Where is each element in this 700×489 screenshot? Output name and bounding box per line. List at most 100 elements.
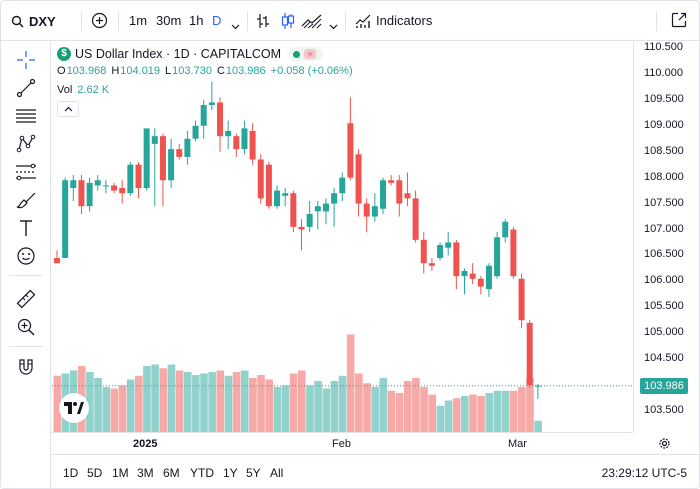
area-style-icon[interactable] xyxy=(301,12,323,35)
chevron-down-icon[interactable] xyxy=(329,17,338,35)
range-5y[interactable]: 5Y xyxy=(246,466,261,480)
horizontal-lines-icon[interactable] xyxy=(15,105,37,127)
volume-bar xyxy=(110,388,119,432)
brush-icon[interactable] xyxy=(15,189,37,211)
toolbar-divider xyxy=(247,11,248,31)
volume-value: 2.62 K xyxy=(77,84,110,96)
candle xyxy=(257,154,264,204)
price-axis[interactable]: 110.500 110.000 109.500 109.000 108.500 108.0… xyxy=(633,41,699,432)
price-tick: 109.500 xyxy=(644,92,684,105)
ohlc-low-value: 103.730 xyxy=(172,65,212,77)
candle xyxy=(282,188,289,207)
pattern-icon[interactable] xyxy=(15,133,37,155)
candle xyxy=(388,175,395,186)
range-1y[interactable]: 1Y xyxy=(223,466,238,480)
crosshair-icon[interactable] xyxy=(15,49,37,71)
range-5d[interactable]: 5D xyxy=(87,466,103,480)
magnet-icon[interactable] xyxy=(15,356,37,378)
candle-body xyxy=(420,239,427,264)
market-status-badge[interactable]: ≈ xyxy=(289,47,324,61)
range-1d[interactable]: 1D xyxy=(63,466,79,480)
candle-body xyxy=(428,263,435,266)
volume-bar xyxy=(200,373,208,432)
candle xyxy=(102,180,109,194)
candle-body xyxy=(62,180,69,259)
volume-bar xyxy=(224,375,233,432)
add-symbol-icon[interactable] xyxy=(91,12,108,34)
candle-body xyxy=(54,258,60,264)
candle-body xyxy=(135,164,142,189)
range-all[interactable]: All xyxy=(270,466,284,480)
candle-body xyxy=(151,136,158,144)
volume-bar xyxy=(322,388,331,432)
candle xyxy=(176,143,183,160)
candle-body xyxy=(102,185,109,187)
volume-bar xyxy=(403,381,412,432)
volume-bar xyxy=(493,390,502,432)
time-axis[interactable]: 2025 Feb Mar xyxy=(51,432,633,454)
volume-bar xyxy=(379,378,388,432)
text-icon[interactable] xyxy=(15,217,37,239)
price-tick: 106.500 xyxy=(644,248,684,261)
candle-body xyxy=(200,105,207,126)
ohlc-close-key: C xyxy=(216,65,225,77)
candle-body xyxy=(469,273,476,279)
candle xyxy=(265,162,272,209)
volume-bar xyxy=(183,372,192,432)
candle-style-icon[interactable] xyxy=(280,12,296,35)
volume-bar xyxy=(159,368,168,432)
zoom-icon[interactable] xyxy=(15,316,37,338)
candle-body xyxy=(347,123,354,178)
candle-body xyxy=(461,270,468,277)
ruler-icon[interactable] xyxy=(15,288,37,310)
candle-body xyxy=(217,102,223,137)
volume-bar xyxy=(387,390,396,432)
interval-30m[interactable]: 30m xyxy=(156,13,182,28)
clock[interactable]: 23:29:12 UTC-5 xyxy=(601,466,687,480)
fullscreen-icon[interactable] xyxy=(671,12,687,33)
candle-body xyxy=(192,125,199,139)
candle xyxy=(111,182,118,194)
volume-bar xyxy=(86,372,94,432)
candle xyxy=(70,175,77,201)
tradingview-logo-icon xyxy=(59,393,89,423)
interval-1m[interactable]: 1m xyxy=(129,13,148,28)
volume-bar xyxy=(509,390,518,432)
volume-key[interactable]: Vol xyxy=(57,84,73,96)
volume-bar xyxy=(53,375,62,432)
candle xyxy=(200,99,207,139)
interval-1h[interactable]: 1h xyxy=(189,13,204,28)
volume-bar xyxy=(501,390,510,432)
candle xyxy=(347,97,354,181)
volume-bar xyxy=(314,381,322,432)
candle-body xyxy=(159,136,166,181)
candle-body xyxy=(241,128,248,150)
candle xyxy=(371,193,378,222)
candle xyxy=(249,123,256,165)
candle xyxy=(355,149,362,217)
volume-bar xyxy=(281,385,290,432)
fib-icon[interactable] xyxy=(15,161,37,183)
indicators-icon[interactable] xyxy=(354,12,372,35)
indicators-button[interactable]: Indicators xyxy=(376,13,433,28)
candle xyxy=(526,320,533,388)
interval-d[interactable]: D xyxy=(212,13,222,28)
emoji-icon[interactable] xyxy=(15,245,37,267)
range-1m[interactable]: 1M xyxy=(112,466,129,480)
settings-gear-icon[interactable] xyxy=(658,437,671,455)
symbol-logo: $ xyxy=(57,47,71,61)
bar-style-icon[interactable] xyxy=(255,12,271,35)
trend-line-icon[interactable] xyxy=(15,77,37,99)
collapse-legend-button[interactable] xyxy=(57,101,79,117)
range-6m[interactable]: 6M xyxy=(163,466,180,480)
range-ytd[interactable]: YTD xyxy=(190,466,214,480)
chevron-down-icon[interactable] xyxy=(231,17,240,35)
volume-bar xyxy=(477,396,485,432)
candle-body xyxy=(331,193,338,204)
symbol-search[interactable]: DXY xyxy=(11,1,56,41)
range-3m[interactable]: 3M xyxy=(137,466,154,480)
legend-title[interactable]: US Dollar Index · 1D · CAPITALCOM xyxy=(75,47,282,61)
candle-body xyxy=(233,136,240,150)
